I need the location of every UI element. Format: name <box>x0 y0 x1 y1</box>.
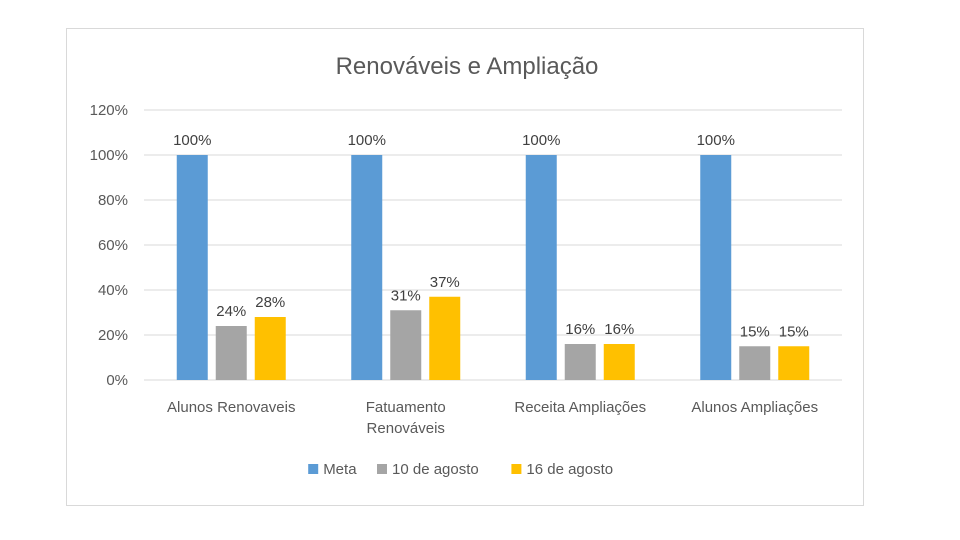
bar <box>700 155 732 380</box>
data-label: 15% <box>779 323 809 340</box>
y-tick-label: 120% <box>90 102 128 119</box>
bar <box>215 326 247 380</box>
x-tick-label: Fatuamento <box>366 399 446 416</box>
data-label: 16% <box>604 321 634 338</box>
y-tick-label: 60% <box>98 237 128 254</box>
chart-title: Renováveis e Ampliação <box>336 53 599 80</box>
data-label: 37% <box>430 274 460 291</box>
data-label: 100% <box>522 132 560 149</box>
bar <box>429 296 461 380</box>
x-tick-label: Alunos Renovaveis <box>167 399 295 416</box>
legend-swatch <box>377 464 387 474</box>
bar <box>390 310 422 380</box>
y-tick-label: 40% <box>98 282 128 299</box>
x-tick-label: Renováveis <box>367 420 445 437</box>
y-tick-label: 20% <box>98 327 128 344</box>
bar <box>351 155 383 380</box>
bar <box>603 344 635 380</box>
data-label: 15% <box>740 323 770 340</box>
y-tick-label: 0% <box>106 372 128 389</box>
bar <box>254 317 286 380</box>
data-label: 100% <box>697 132 735 149</box>
bar <box>525 155 557 380</box>
y-tick-label: 80% <box>98 192 128 209</box>
data-label: 31% <box>391 287 421 304</box>
bar <box>176 155 208 380</box>
legend-label: 16 de agosto <box>526 461 613 478</box>
legend-label: 10 de agosto <box>392 461 479 478</box>
bar <box>778 346 810 380</box>
x-tick-label: Receita Ampliações <box>514 399 646 416</box>
x-tick-label: Alunos Ampliações <box>691 399 818 416</box>
legend-label: Meta <box>323 461 357 478</box>
data-label: 100% <box>348 132 386 149</box>
data-label: 28% <box>255 294 285 311</box>
bar <box>564 344 596 380</box>
legend-swatch <box>511 464 522 474</box>
data-label: 16% <box>565 321 595 338</box>
data-label: 100% <box>173 132 211 149</box>
bar <box>739 346 771 380</box>
y-tick-label: 100% <box>90 147 128 164</box>
data-label: 24% <box>216 303 246 320</box>
legend-swatch <box>308 464 319 474</box>
